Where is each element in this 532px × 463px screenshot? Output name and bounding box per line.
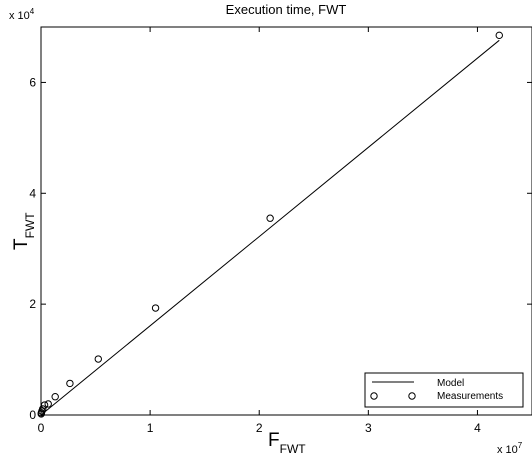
legend-model-label: Model [437, 378, 464, 389]
y-tick-label: 6 [29, 75, 36, 89]
plot-frame [40, 26, 532, 416]
x-tick-label: 3 [365, 421, 372, 435]
legend: Model Measurements [364, 372, 524, 408]
series-layer [37, 31, 503, 418]
x-axis-label: FFWT [268, 430, 306, 456]
measurement-point [51, 393, 59, 401]
measurement-point [39, 405, 47, 413]
x-axis-ticks: 0 1 2 3 4 [38, 27, 481, 435]
model-line [40, 39, 500, 416]
legend-box [364, 372, 524, 408]
legend-measurement-marker-left [370, 392, 378, 400]
y-axis-label: TFWT [11, 212, 37, 250]
y-axis-ticks: 0 2 4 6 [29, 75, 532, 422]
x-tick-label: 2 [256, 421, 263, 435]
x-tick-label: 4 [474, 421, 481, 435]
measurement-point [40, 401, 49, 409]
y-axis-multiplier: x 104 [9, 7, 35, 22]
measurement-point [266, 214, 274, 222]
x-tick-label: 1 [147, 421, 154, 435]
x-tick-label: 0 [38, 421, 45, 435]
x-axis-multiplier: x 107 [497, 441, 523, 456]
measurement-point [151, 304, 160, 312]
measurement-point [94, 355, 102, 363]
measurement-point [44, 400, 52, 408]
measurement-point [66, 379, 74, 388]
legend-measurement-marker-right [408, 392, 416, 400]
plot-border [40, 26, 532, 416]
chart-title: Execution time, FWT [226, 2, 347, 17]
y-tick-label: 0 [29, 408, 36, 422]
measurement-point [495, 31, 503, 40]
y-tick-label: 4 [29, 186, 36, 200]
legend-measurements-label: Measurements [437, 391, 503, 402]
y-tick-label: 2 [29, 297, 36, 311]
